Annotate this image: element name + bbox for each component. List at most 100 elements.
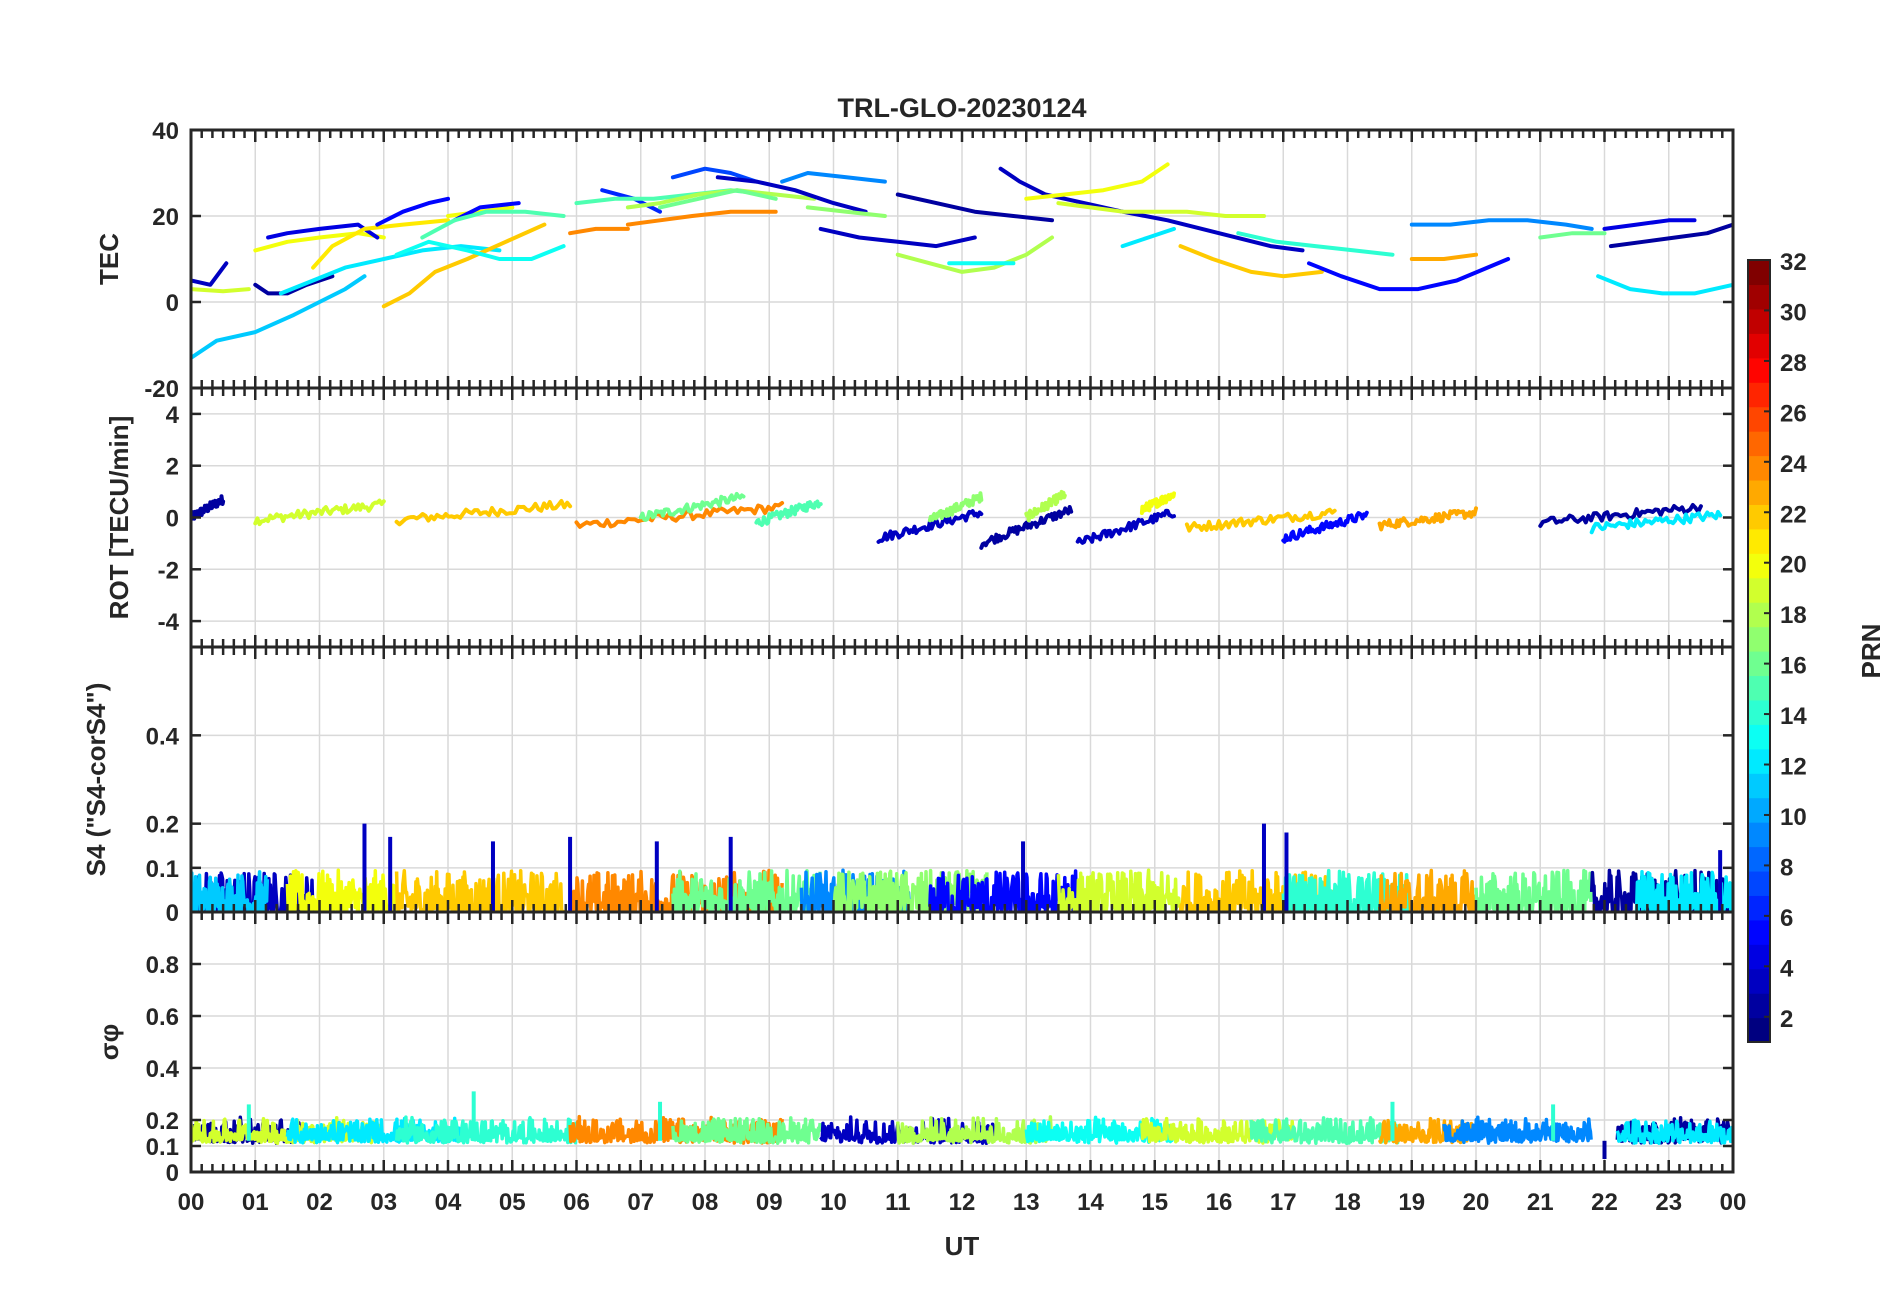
colorbar-cell — [1748, 382, 1770, 408]
colorbar-tick-label: 24 — [1780, 451, 1807, 478]
series-line-prn-15 — [420, 209, 566, 240]
colorbar-cell — [1748, 406, 1770, 432]
series-line-prn-2 — [1608, 222, 1733, 249]
colorbar-tick-label: 6 — [1780, 905, 1793, 932]
series-line-prn-20 — [253, 231, 386, 253]
y-tick-label: 0.4 — [146, 723, 180, 750]
x-tick-label: 07 — [627, 1189, 654, 1216]
y-axis-title: σφ — [94, 1024, 124, 1060]
y-tick-label: 0 — [166, 506, 179, 533]
colorbar-tick-label: 16 — [1780, 653, 1807, 680]
x-tick-label: 14 — [1077, 1189, 1104, 1216]
colorbar-cell — [1748, 846, 1770, 872]
series-line-prn-5 — [1281, 510, 1369, 544]
x-tick-label: 18 — [1334, 1189, 1361, 1216]
series-line-prn-12 — [1596, 274, 1733, 296]
series-line-prn-20 — [1024, 162, 1170, 201]
series-line-prn-22 — [1184, 507, 1337, 533]
noise-trace-prn-12 — [1615, 1118, 1733, 1145]
chart-title: TRL-GLO-20230124 — [837, 93, 1086, 123]
y-tick-label: 20 — [152, 204, 179, 231]
x-tick-label: 03 — [370, 1189, 397, 1216]
y-tick-label: 40 — [152, 118, 179, 145]
colorbar-tick-label: 22 — [1780, 501, 1807, 528]
y-tick-label: 0 — [166, 900, 179, 927]
colorbar-frame — [1747, 259, 1771, 1043]
colorbar-cell — [1748, 675, 1770, 701]
colorbar-cell — [1748, 773, 1770, 799]
series-line-prn-24 — [574, 501, 785, 529]
series-line-prn-16 — [1538, 231, 1607, 240]
x-tick-label: 21 — [1527, 1189, 1554, 1216]
series-line-prn-23 — [1409, 252, 1478, 261]
colorbar-cell — [1748, 284, 1770, 310]
x-tick-label: 06 — [563, 1189, 590, 1216]
y-tick-label: 0.6 — [146, 1004, 179, 1031]
colorbar-cell — [1748, 870, 1770, 896]
colorbar-cell — [1748, 308, 1770, 334]
colorbar-cell — [1748, 797, 1770, 823]
noise-trace-prn-18 — [896, 1115, 1053, 1145]
colorbar-tick-label: 30 — [1780, 299, 1807, 326]
colorbar-tick-label: 20 — [1780, 552, 1807, 579]
x-tick-label: 00 — [1720, 1189, 1747, 1216]
colorbar-cell — [1748, 504, 1770, 530]
colorbar-cell — [1748, 577, 1770, 603]
x-tick-labels: 00 01 02 03 04 05 06 07 08 09 10 11 12 13 14 15 16 17 18 19… — [178, 1189, 1747, 1216]
y-tick-label: 0.2 — [146, 812, 179, 839]
y-tick-label: 0 — [166, 290, 179, 317]
series-line-prn-14 — [1236, 231, 1395, 257]
series-line-prn-3 — [1075, 508, 1176, 545]
series-line-prn-9 — [1409, 218, 1594, 231]
series-line-prn-5 — [375, 196, 450, 227]
series-line-prn-5 — [1307, 257, 1511, 292]
colorbar-cell — [1748, 1017, 1770, 1043]
x-tick-label: 11 — [885, 1189, 910, 1216]
colorbar-tick-label: 32 — [1780, 249, 1807, 276]
y-tick-label: -2 — [158, 557, 179, 584]
x-tick-label: 16 — [1206, 1189, 1233, 1216]
series-line-prn-12 — [1120, 226, 1176, 249]
x-tick-label: 19 — [1398, 1189, 1425, 1216]
colorbar-cell — [1748, 260, 1770, 286]
panel-data — [191, 162, 1733, 360]
noise-trace-prn-23 — [1377, 1116, 1477, 1145]
series-line-prn-17 — [805, 205, 887, 218]
colorbar-cell — [1748, 968, 1770, 994]
x-tick-label: 02 — [306, 1189, 333, 1216]
x-tick-label: 17 — [1270, 1189, 1297, 1216]
series-line-prn-19 — [1056, 201, 1266, 218]
x-tick-label: 08 — [692, 1189, 719, 1216]
y-tick-label: 0.1 — [146, 1134, 179, 1161]
colorbar-cell — [1748, 602, 1770, 628]
noise-trace-prn-5 — [928, 869, 1079, 912]
x-axis-title: UT — [945, 1231, 980, 1261]
x-tick-label: 12 — [949, 1189, 976, 1216]
series-line-prn-22 — [394, 499, 573, 527]
series-line-prn-4 — [1602, 218, 1697, 231]
series-line-prn-20 — [1139, 491, 1176, 515]
x-tick-label: 22 — [1591, 1189, 1618, 1216]
colorbar-cell — [1748, 479, 1770, 505]
y-axis-title: S4 ("S4-corS4") — [81, 683, 111, 877]
series-line-prn-17 — [927, 491, 984, 523]
x-tick-label: 04 — [435, 1189, 462, 1216]
noise-trace-prn-23 — [1377, 868, 1477, 912]
y-tick-label: 0.1 — [146, 856, 179, 883]
colorbar-cell — [1748, 333, 1770, 359]
noise-trace-prn-9 — [1442, 1115, 1593, 1145]
series-line-prn-18 — [625, 188, 817, 210]
colorbar-cell — [1748, 626, 1770, 652]
colorbar-tick-label: 28 — [1780, 350, 1807, 377]
series-line-prn-7 — [670, 166, 759, 184]
x-ticks — [189, 912, 1735, 1174]
colorbar-cell — [1748, 431, 1770, 457]
noise-trace-prn-22 — [394, 868, 565, 912]
series-line-prn-23 — [1377, 506, 1478, 532]
panel-2: -4 -2 0 2 4 ROT [TECU/min] — [104, 386, 1735, 649]
series-line-prn-16 — [638, 491, 746, 522]
series-line-prn-18 — [895, 235, 1054, 274]
noise-trace-prn-16 — [671, 1116, 822, 1146]
colorbar-cell — [1748, 822, 1770, 848]
